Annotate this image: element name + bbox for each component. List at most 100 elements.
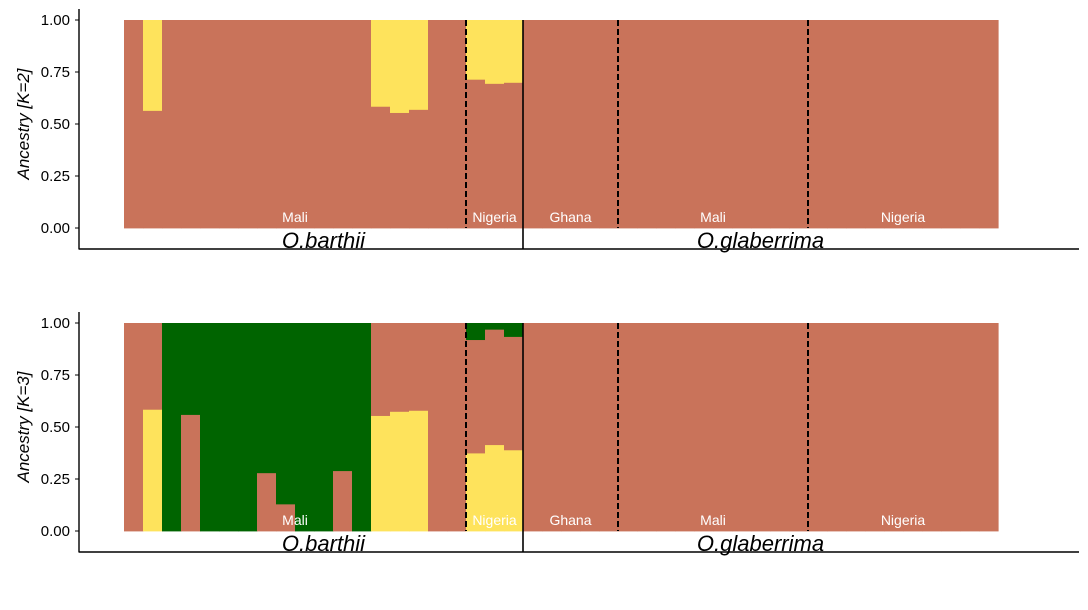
ancestry-segment [390, 112, 410, 229]
ancestry-segment [979, 323, 999, 532]
ancestry-segment [504, 449, 524, 532]
ancestry-segment [523, 323, 543, 532]
ancestry-segment [238, 20, 258, 229]
y-tick-label: 1.00 [41, 315, 70, 332]
ancestry-segment [941, 323, 961, 532]
group-label: Mali [282, 209, 308, 225]
sample-bar [618, 20, 638, 229]
ancestry-segment [181, 323, 201, 415]
sample-bar [675, 323, 695, 532]
ancestry-segment [371, 323, 391, 416]
ancestry-segment [599, 323, 619, 532]
ancestry-segment [200, 20, 220, 229]
sample-bar [732, 323, 752, 532]
ancestry-segment [903, 323, 923, 532]
sample-bar [124, 323, 144, 532]
ancestry-segment [124, 323, 144, 532]
sample-bar [257, 323, 277, 532]
y-tick-label: 0.25 [41, 471, 70, 488]
ancestry-segment [599, 20, 619, 229]
ancestry-segment [485, 20, 505, 84]
ancestry-segment [656, 20, 676, 229]
sample-bar [390, 323, 410, 532]
ancestry-segment [352, 323, 372, 532]
sample-bar [979, 323, 999, 532]
ancestry-segment [789, 20, 809, 229]
sample-bar [409, 323, 429, 532]
sample-bar [352, 323, 372, 532]
sample-bar [257, 20, 277, 229]
sample-bar [200, 323, 220, 532]
y-tick-label: 0.50 [41, 116, 70, 133]
ancestry-segment [257, 323, 277, 474]
sample-bar [219, 323, 239, 532]
ancestry-segment [466, 453, 486, 532]
sample-bar [960, 323, 980, 532]
group-label: Ghana [549, 209, 591, 225]
ancestry-segment [333, 20, 353, 229]
ancestry-segment [561, 20, 581, 229]
ancestry-segment [580, 20, 600, 229]
ancestry-segment [751, 20, 771, 229]
sample-bar [276, 20, 296, 229]
sample-bar [694, 323, 714, 532]
sample-bar [884, 20, 904, 229]
ancestry-segment [466, 339, 486, 454]
ancestry-segment [200, 323, 220, 532]
sample-bar [580, 20, 600, 229]
sample-bar [447, 20, 467, 229]
ancestry-segment [694, 323, 714, 532]
ancestry-segment [428, 323, 448, 532]
ancestry-segment [124, 20, 144, 229]
sample-bar [656, 323, 676, 532]
ancestry-segment [409, 20, 429, 110]
y-tick-label: 0.75 [41, 64, 70, 81]
sample-bar [504, 323, 524, 532]
ancestry-segment [770, 20, 790, 229]
ancestry-segment [314, 20, 334, 229]
ancestry-segment [865, 323, 885, 532]
sample-bar [713, 323, 733, 532]
sample-bar [808, 20, 828, 229]
sample-bar [143, 20, 163, 229]
ancestry-segment [979, 20, 999, 229]
ancestry-segment [656, 323, 676, 532]
ancestry-segment [903, 20, 923, 229]
y-axis-label: Ancestry [K=3] [14, 370, 33, 483]
sample-bar [371, 323, 391, 532]
ancestry-segment [922, 323, 942, 532]
ancestry-segment [808, 20, 828, 229]
sample-bar [713, 20, 733, 229]
sample-bar [846, 323, 866, 532]
sample-bar [485, 323, 505, 532]
ancestry-segment [371, 20, 391, 107]
sample-bar [124, 20, 144, 229]
group-label: Ghana [549, 512, 591, 528]
sample-bar [523, 323, 543, 532]
ancestry-segment [713, 20, 733, 229]
ancestry-segment [276, 503, 296, 532]
ancestry-segment [637, 20, 657, 229]
ancestry-segment [808, 323, 828, 532]
group-label: Nigeria [472, 512, 517, 528]
ancestry-segment [504, 82, 524, 229]
y-axis-label: Ancestry [K=2] [14, 67, 33, 180]
ancestry-segment [751, 323, 771, 532]
sample-bar [314, 20, 334, 229]
sample-bar [922, 323, 942, 532]
ancestry-segment [941, 20, 961, 229]
ancestry-segment [257, 472, 277, 532]
sample-bar [903, 323, 923, 532]
ancestry-segment [694, 20, 714, 229]
sample-bar [447, 323, 467, 532]
y-tick-label: 0.50 [41, 419, 70, 436]
ancestry-segment [219, 20, 239, 229]
ancestry-segment [713, 323, 733, 532]
ancestry-segment [485, 444, 505, 532]
sample-bar [960, 20, 980, 229]
ancestry-segment [276, 20, 296, 229]
group-label: Mali [282, 512, 308, 528]
